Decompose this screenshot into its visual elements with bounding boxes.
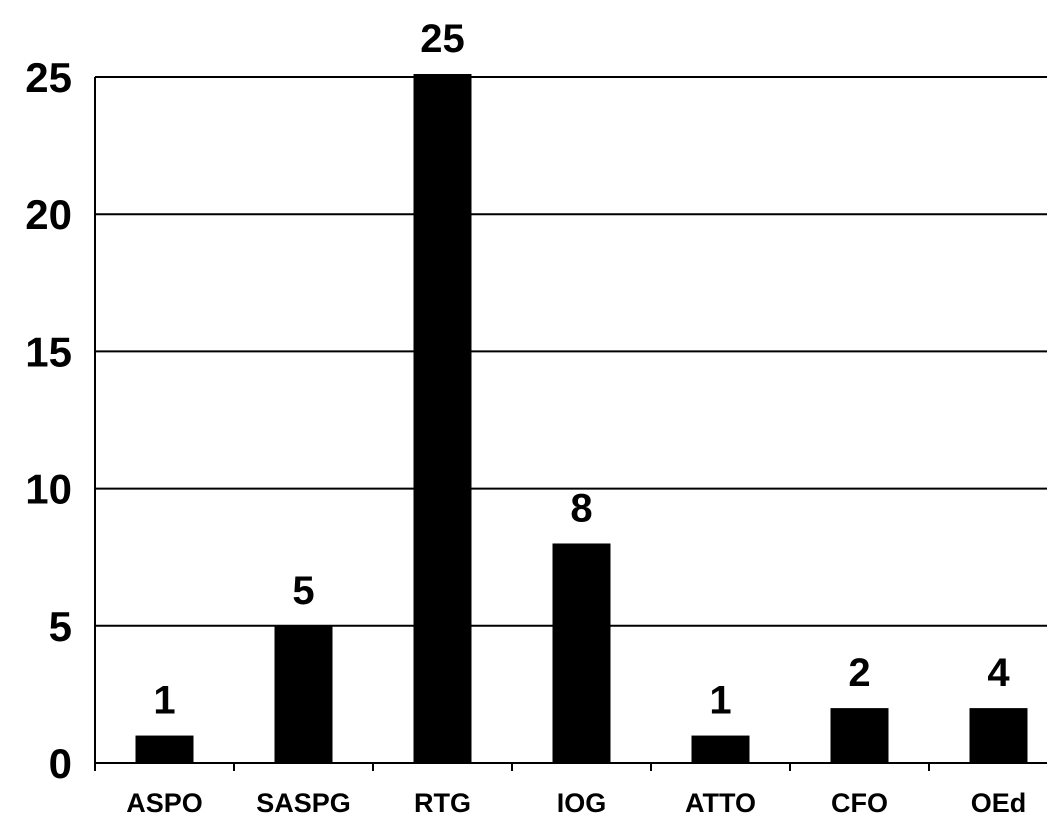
y-tick-label: 5 [49,603,72,650]
data-label: 8 [570,486,592,530]
data-label: 5 [292,569,314,613]
bar-oed [969,708,1028,763]
x-tick-label: CFO [831,788,888,818]
x-tick-label: OEd [971,788,1027,818]
y-tick-label: 0 [49,740,72,787]
y-tick-label: 25 [25,54,72,101]
y-tick-label: 15 [25,328,72,375]
axes [94,77,1047,771]
x-tick-label: SASPG [256,788,351,818]
data-label: 1 [153,679,175,723]
bars [135,74,1028,763]
bar-saspg [274,625,333,763]
x-tick-label: IOG [557,788,607,818]
x-tick-label: ASPO [126,788,203,818]
bar-aspo [135,735,194,763]
y-tick-label: 10 [25,466,72,513]
data-label: 1 [709,679,731,723]
bar-rtg [413,74,472,763]
gridlines [95,76,1047,627]
y-tick-label: 20 [25,191,72,238]
data-label: 25 [420,17,465,61]
bar-iog [552,543,611,763]
x-tick-label: RTG [414,788,471,818]
labels: 0 5 10 15 20 25 ASPO 1 SASPG 5 RTG 25 IOG 8 ATTO 1 CFO 2 O… [25,17,1026,818]
bar-cfo [830,708,889,763]
bar-atto [691,735,750,763]
x-tick-label: ATTO [685,788,756,818]
data-label: 2 [848,651,870,695]
data-label: 4 [987,651,1010,695]
